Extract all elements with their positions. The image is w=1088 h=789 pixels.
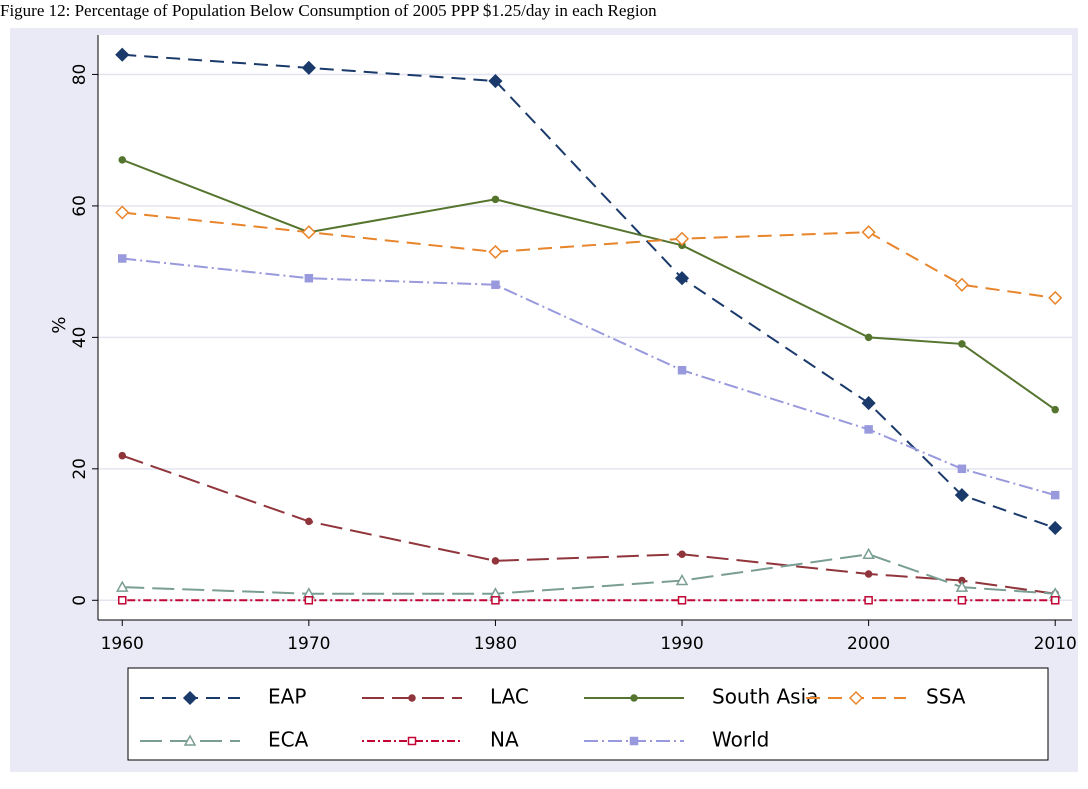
marker [1051, 405, 1059, 414]
marker [861, 225, 876, 240]
marker [488, 73, 503, 89]
marker [118, 156, 127, 164]
marker [491, 596, 500, 605]
marker [674, 271, 690, 286]
marker [182, 690, 198, 706]
marker [862, 547, 875, 560]
marker [957, 596, 967, 605]
marker [957, 464, 967, 474]
legend-label: NA [490, 728, 519, 752]
plot-area [98, 35, 1072, 620]
marker [958, 340, 966, 348]
y-axis-label: % [49, 316, 70, 333]
marker [408, 694, 416, 702]
legend-label: LAC [490, 685, 529, 709]
marker [864, 333, 873, 342]
y-tick-label: 0 [70, 595, 90, 606]
marker [955, 580, 969, 592]
marker [674, 231, 690, 246]
marker [407, 736, 417, 746]
marker [1050, 596, 1060, 605]
marker [678, 550, 686, 559]
x-tick-label: 1970 [287, 634, 330, 654]
marker [864, 596, 873, 605]
marker [491, 557, 500, 565]
marker [1050, 490, 1060, 500]
marker [115, 47, 130, 62]
x-tick-label: 1960 [101, 634, 144, 654]
marker [629, 736, 639, 746]
marker [115, 205, 130, 220]
marker [1048, 290, 1063, 305]
marker [630, 694, 638, 702]
marker [864, 570, 873, 578]
marker [305, 517, 313, 526]
marker [864, 425, 873, 434]
y-tick-label: 20 [70, 458, 90, 480]
y-tick-label: 60 [70, 195, 90, 217]
marker [183, 734, 197, 746]
marker [488, 244, 503, 259]
marker [301, 225, 316, 240]
legend-box [127, 667, 1049, 761]
marker [491, 280, 500, 290]
marker [1048, 520, 1063, 536]
x-tick-label: 1990 [660, 634, 703, 654]
marker [118, 596, 127, 605]
marker [115, 580, 129, 592]
marker [301, 60, 316, 75]
marker [491, 195, 500, 204]
marker [677, 596, 687, 605]
marker [848, 690, 864, 706]
legend-label: ECA [268, 728, 309, 752]
y-tick-label: 40 [70, 327, 90, 349]
legend-label: EAP [268, 685, 306, 709]
legend-label: World [712, 728, 769, 752]
marker [675, 574, 689, 586]
marker [954, 277, 969, 292]
y-tick-label: 80 [70, 64, 90, 86]
x-tick-label: 1980 [474, 634, 517, 654]
marker [118, 254, 127, 263]
x-tick-label: 2000 [847, 634, 890, 654]
marker [304, 273, 314, 283]
x-tick-label: 2010 [1034, 634, 1077, 654]
marker [304, 596, 314, 605]
marker [118, 451, 127, 460]
marker [677, 365, 687, 375]
chart-title: Figure 12: Percentage of Population Belo… [0, 1, 657, 20]
legend-label: South Asia [712, 685, 818, 709]
marker [861, 396, 876, 411]
marker [954, 488, 969, 503]
legend-label: SSA [926, 685, 966, 709]
